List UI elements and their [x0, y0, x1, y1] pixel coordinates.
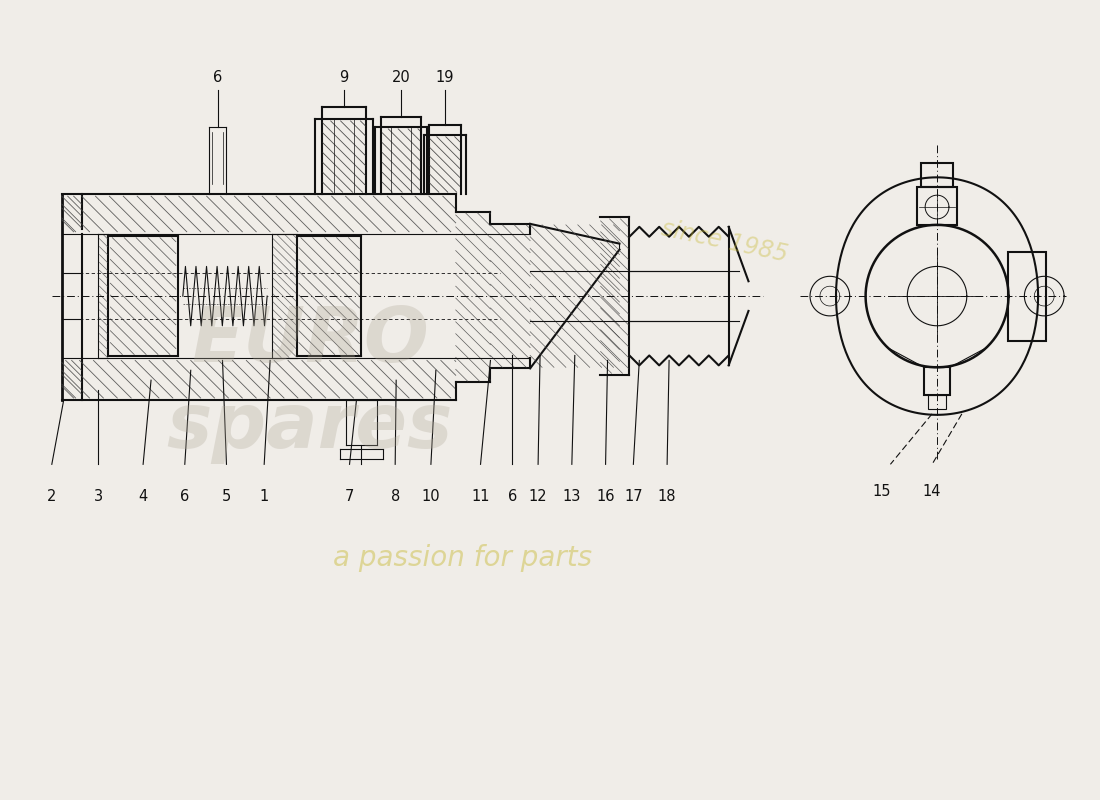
Text: 7: 7 — [344, 489, 354, 504]
Bar — [924, 367, 950, 395]
Bar — [928, 395, 946, 409]
Bar — [921, 163, 953, 187]
Text: 13: 13 — [562, 489, 581, 504]
Text: 8: 8 — [390, 489, 399, 504]
Text: 6: 6 — [213, 70, 222, 86]
Text: 20: 20 — [392, 70, 410, 86]
Bar — [1009, 251, 1046, 341]
Bar — [917, 187, 957, 225]
Text: 14: 14 — [923, 484, 942, 499]
Text: since 1985: since 1985 — [659, 217, 790, 267]
Text: 4: 4 — [139, 489, 147, 504]
Text: 6: 6 — [180, 489, 189, 504]
Text: 15: 15 — [872, 484, 891, 499]
Text: 6: 6 — [508, 489, 517, 504]
Text: 12: 12 — [529, 489, 548, 504]
Text: 17: 17 — [624, 489, 642, 504]
Text: 16: 16 — [596, 489, 615, 504]
Text: 10: 10 — [421, 489, 440, 504]
Text: a passion for parts: a passion for parts — [333, 544, 592, 572]
Text: 2: 2 — [47, 489, 56, 504]
Text: 3: 3 — [94, 489, 103, 504]
Text: 5: 5 — [222, 489, 231, 504]
Text: 18: 18 — [658, 489, 676, 504]
Text: 11: 11 — [471, 489, 490, 504]
Text: 1: 1 — [260, 489, 268, 504]
Text: 9: 9 — [339, 70, 349, 86]
Text: 19: 19 — [436, 70, 454, 86]
Text: EURO
spares: EURO spares — [166, 304, 453, 464]
